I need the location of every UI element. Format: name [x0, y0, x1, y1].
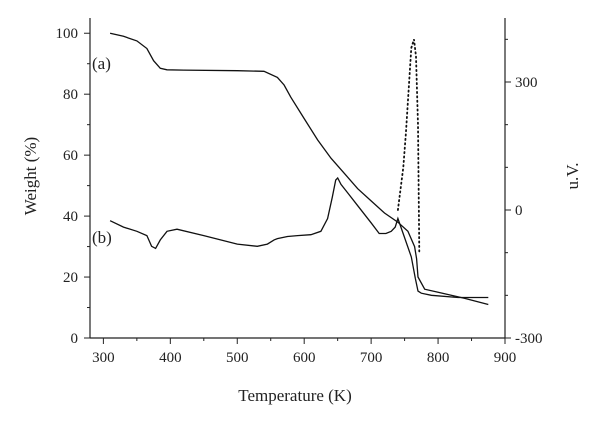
plot-area — [109, 32, 489, 306]
dotted-peak-line — [397, 39, 421, 254]
y2-tick-label: 300 — [515, 75, 538, 91]
x-tick-label: 900 — [494, 350, 517, 366]
y2-axis-label: u.V. — [563, 162, 582, 189]
y-tick-label: 60 — [63, 148, 78, 164]
y-tick-label: 20 — [63, 270, 78, 286]
x-tick-label: 700 — [360, 350, 383, 366]
axes: 300 400 500 600 700 800 900 0 20 40 60 80 100 -300 0 30… — [56, 18, 543, 366]
y-axis-label: Weight (%) — [21, 137, 40, 215]
y2-tick-label: 0 — [515, 203, 523, 219]
x-tick-label: 600 — [293, 350, 316, 366]
x-tick-label: 800 — [427, 350, 450, 366]
series-line-b — [109, 176, 489, 299]
y-tick-label: 40 — [63, 209, 78, 225]
series-line-a — [109, 32, 489, 306]
y-tick-label: 100 — [56, 26, 79, 42]
x-tick-label: 500 — [226, 350, 249, 366]
series-b-label: (b) — [92, 228, 112, 247]
x-axis-label: Temperature (K) — [238, 386, 352, 405]
x-tick-label: 400 — [159, 350, 182, 366]
x-tick-label: 300 — [92, 350, 115, 366]
series-a-label: (a) — [92, 54, 111, 73]
y2-tick-label: -300 — [515, 331, 543, 347]
y-tick-label: 80 — [63, 87, 78, 103]
y-tick-label: 0 — [71, 331, 79, 347]
